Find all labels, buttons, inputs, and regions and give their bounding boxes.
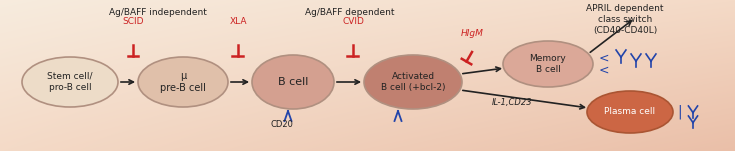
Text: Plasma cell: Plasma cell — [604, 108, 656, 117]
Text: XLA: XLA — [229, 17, 247, 26]
Text: Ag/BAFF dependent: Ag/BAFF dependent — [305, 8, 395, 17]
Text: CD20: CD20 — [270, 120, 293, 129]
Text: Memory
B cell: Memory B cell — [530, 54, 567, 74]
Text: HIgM: HIgM — [461, 29, 484, 38]
Ellipse shape — [364, 55, 462, 109]
Text: Stem cell/
pro-B cell: Stem cell/ pro-B cell — [47, 72, 93, 92]
Text: |: | — [677, 105, 681, 119]
Text: APRIL dependent
class switch
(CD40-CD40L): APRIL dependent class switch (CD40-CD40L… — [587, 4, 664, 35]
Text: SCID: SCID — [122, 17, 144, 26]
Text: IL-1,CD23: IL-1,CD23 — [492, 98, 532, 108]
Ellipse shape — [252, 55, 334, 109]
Text: μ
pre-B cell: μ pre-B cell — [160, 71, 206, 93]
Ellipse shape — [138, 57, 228, 107]
Text: <: < — [599, 64, 609, 77]
Text: Activated
B cell (+bcl-2): Activated B cell (+bcl-2) — [381, 72, 445, 92]
Text: Ag/BAFF independent: Ag/BAFF independent — [109, 8, 207, 17]
Ellipse shape — [587, 91, 673, 133]
Text: B cell: B cell — [278, 77, 308, 87]
Text: <: < — [599, 51, 609, 64]
Ellipse shape — [22, 57, 118, 107]
Ellipse shape — [503, 41, 593, 87]
Text: CVID: CVID — [342, 17, 364, 26]
